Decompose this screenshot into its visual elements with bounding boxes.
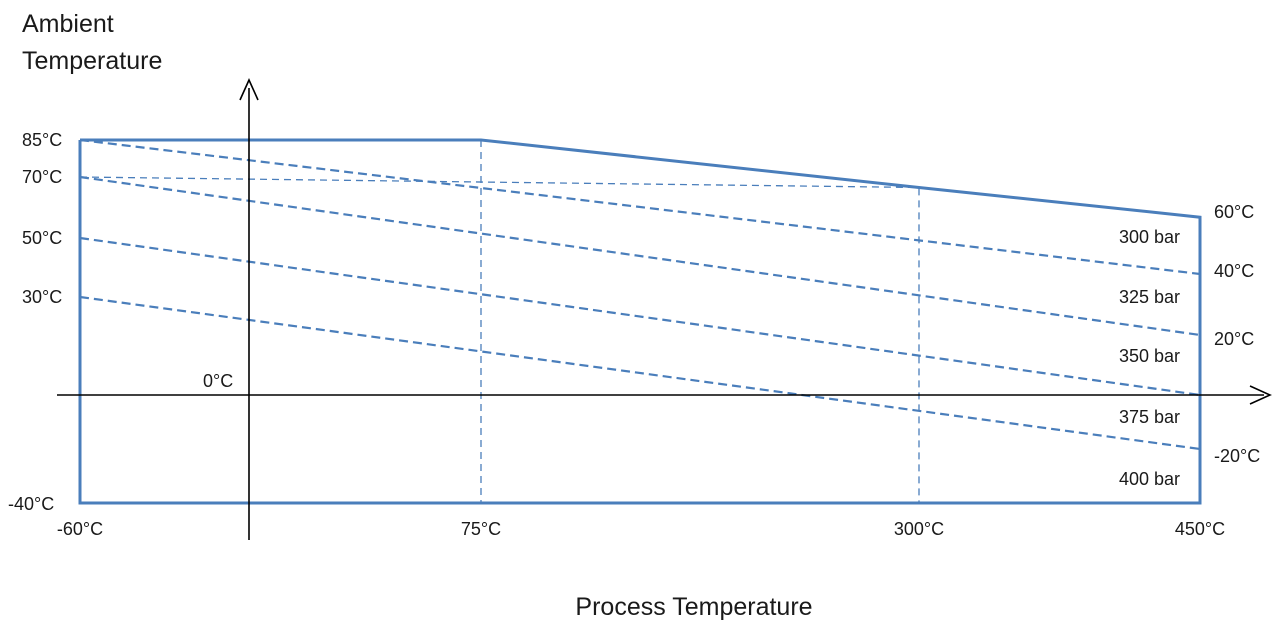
reference-line-2 bbox=[79, 176, 920, 503]
y-tick-left-label: 70°C bbox=[22, 167, 62, 187]
x-axis-title: Process Temperature bbox=[575, 593, 812, 621]
y-tick-right-label: 40°C bbox=[1214, 261, 1254, 281]
y-axis-title-line-2: Temperature bbox=[22, 47, 162, 75]
x-tick-label: -60°C bbox=[57, 519, 103, 539]
y-tick-right-label: 60°C bbox=[1214, 202, 1254, 222]
x-tick-label: 300°C bbox=[894, 519, 944, 539]
pressure-line-2 bbox=[79, 175, 1201, 337]
pressure-region-label: 350 bar bbox=[1119, 346, 1180, 366]
envelope-group bbox=[78, 138, 1202, 505]
pressure-region-label: 375 bar bbox=[1119, 407, 1180, 427]
pressure-region-label: 325 bar bbox=[1119, 287, 1180, 307]
labels-group: Ambient Temperature Process Temperature 85°… bbox=[8, 10, 1260, 621]
y-tick-left-label: 85°C bbox=[22, 130, 62, 150]
pressure-line-3 bbox=[79, 236, 1201, 397]
y-tick-left-label: 0°C bbox=[203, 371, 233, 391]
pressure-line-1 bbox=[79, 138, 1201, 276]
y-tick-right-label: 20°C bbox=[1214, 329, 1254, 349]
pressure-lines-group bbox=[79, 138, 1201, 451]
y-tick-right-label: -20°C bbox=[1214, 446, 1260, 466]
x-tick-label: 75°C bbox=[461, 519, 501, 539]
y-axis-title-line-1: Ambient bbox=[22, 10, 114, 38]
pressure-region-label: 400 bar bbox=[1119, 469, 1180, 489]
y-tick-left-label: 30°C bbox=[22, 287, 62, 307]
axes-group bbox=[57, 78, 1272, 540]
y-axis-arrow bbox=[239, 78, 259, 101]
x-axis-arrow bbox=[1249, 385, 1272, 405]
pressure-region-label: 300 bar bbox=[1119, 227, 1180, 247]
y-tick-left-label: -40°C bbox=[8, 494, 54, 514]
pressure-line-4 bbox=[79, 295, 1201, 451]
x-tick-label: 450°C bbox=[1175, 519, 1225, 539]
reference-lines-group bbox=[79, 140, 920, 503]
y-tick-left-label: 50°C bbox=[22, 228, 62, 248]
envelope-line bbox=[78, 138, 1202, 505]
